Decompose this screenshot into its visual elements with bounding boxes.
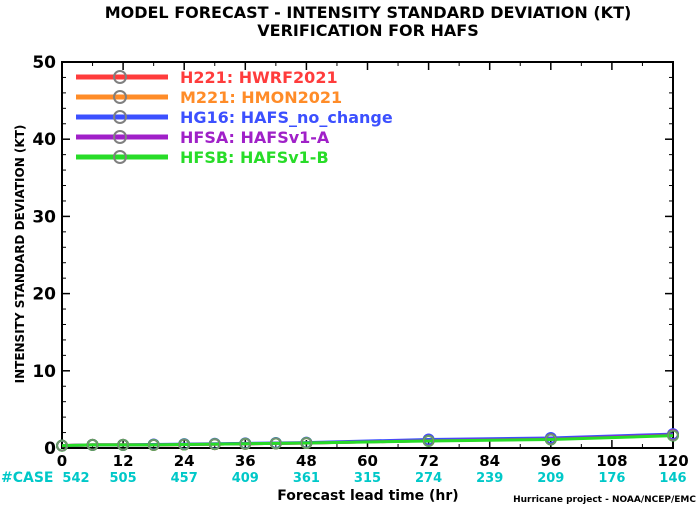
case-count: 457 [171,471,198,486]
y-axis-label: INTENSITY STANDARD DEVIATION (KT) [13,125,27,384]
x-tick-label: 12 [113,452,134,470]
series-point-outline [86,439,99,451]
legend-label: HG16: HAFS_no_change [180,108,393,127]
y-tick-label: 50 [32,53,56,73]
series-point-outline [667,430,679,442]
series-point-outline [239,438,251,450]
legend-marker [113,130,127,144]
legend-marker [113,90,127,104]
x-tick-label: 48 [296,452,317,470]
series-point-outline [178,438,190,451]
credit-text: Hurricane project - NOAA/NCEP/EMC [513,495,696,505]
case-count: 209 [537,471,564,486]
series-point-outline [545,433,557,446]
legend-label: HFSB: HAFSv1-B [180,148,329,167]
series-point-outline [300,437,312,449]
legend-label: HFSA: HAFSv1-A [180,128,330,147]
case-count: 239 [476,471,503,486]
series-point-outline [423,435,435,447]
y-tick-label: 40 [32,130,56,150]
case-count: 409 [232,471,259,486]
x-tick-label: 60 [357,452,378,470]
series-point-outline [270,437,282,449]
legend-label: H221: HWRF2021 [180,68,338,87]
legend-label: M221: HMON2021 [180,88,342,107]
chart-subtitle: VERIFICATION FOR HAFS [257,21,478,40]
legend-marker [113,150,127,164]
case-count: 542 [62,471,89,486]
case-count: 176 [598,471,625,486]
series-point-outline [209,438,221,450]
y-tick-label: 0 [44,439,56,459]
x-tick-label: 24 [174,452,195,470]
x-tick-label: 72 [418,452,439,470]
y-tick-label: 20 [32,285,56,305]
y-tick-label: 10 [32,362,56,382]
x-tick-label: 36 [235,452,256,470]
chart-title: MODEL FORECAST - INTENSITY STANDARD DEVI… [105,3,632,22]
legend-marker [113,110,127,124]
series-point-outline [56,440,68,452]
x-tick-label: 0 [57,452,67,470]
legend-marker [113,70,127,84]
series-point-outline [117,439,129,451]
x-tick-label: 108 [596,452,627,470]
case-count: 315 [354,471,381,486]
case-count: 146 [659,471,686,486]
case-count: 361 [293,471,320,486]
case-label: #CASE [1,470,54,486]
x-tick-label: 120 [657,452,688,470]
series-point-outline [148,439,160,451]
x-tick-label: 96 [540,452,561,470]
case-count: 505 [110,471,137,486]
case-count: 274 [415,471,442,486]
plot-area: 0102030405005421250524457364094836160315… [32,53,688,486]
y-tick-label: 30 [32,207,56,227]
x-axis-label: Forecast lead time (hr) [277,488,458,504]
x-tick-label: 84 [479,452,500,470]
